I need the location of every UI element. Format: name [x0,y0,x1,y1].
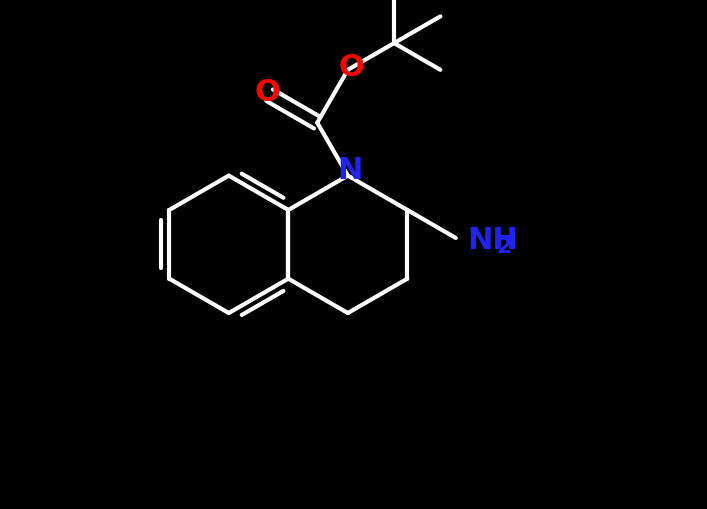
Text: N: N [338,156,363,185]
Text: NH: NH [467,226,518,255]
Text: 2: 2 [496,237,512,257]
Text: O: O [255,78,280,107]
Text: O: O [339,53,365,82]
